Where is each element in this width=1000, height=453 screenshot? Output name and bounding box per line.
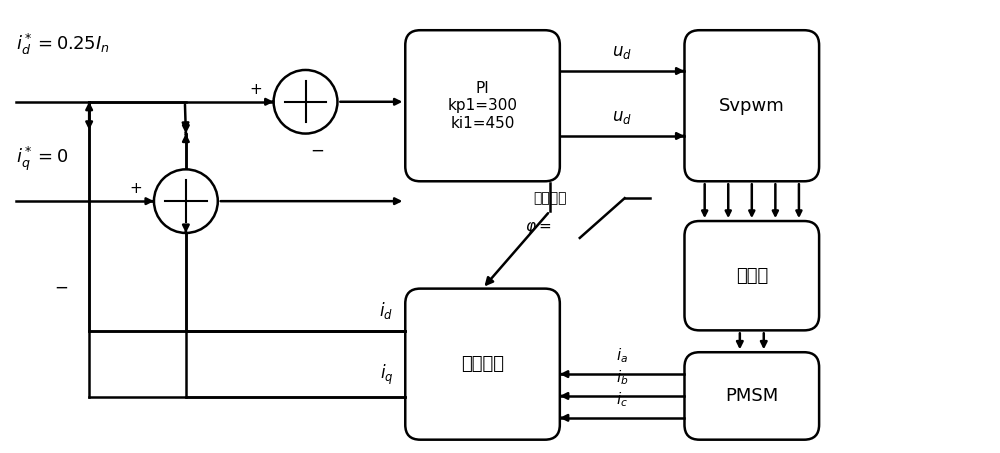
Text: $u_d$: $u_d$ <box>612 108 632 126</box>
Circle shape <box>154 169 218 233</box>
Text: 坐标变换: 坐标变换 <box>461 355 504 373</box>
Text: $i_b$: $i_b$ <box>616 368 628 387</box>
Text: $i_d$: $i_d$ <box>379 300 393 321</box>
Text: $i_c$: $i_c$ <box>616 390 628 409</box>
Text: $i^*_q=0$: $i^*_q=0$ <box>16 144 69 173</box>
Text: 斜坡给定: 斜坡给定 <box>533 191 567 205</box>
Text: PI
kp1=300
ki1=450: PI kp1=300 ki1=450 <box>448 81 518 130</box>
Text: $i_q$: $i_q$ <box>380 363 393 387</box>
Text: +: + <box>129 181 142 196</box>
Text: $i_a$: $i_a$ <box>616 347 628 365</box>
Text: 逆变器: 逆变器 <box>736 267 768 284</box>
Text: $i^*_d=0.25I_n$: $i^*_d=0.25I_n$ <box>16 32 110 57</box>
FancyBboxPatch shape <box>684 352 819 440</box>
Text: +: + <box>249 82 262 97</box>
Text: $u_d$: $u_d$ <box>612 43 632 61</box>
FancyBboxPatch shape <box>405 30 560 181</box>
FancyBboxPatch shape <box>684 30 819 181</box>
Circle shape <box>274 70 337 134</box>
Text: Svpwm: Svpwm <box>719 97 785 115</box>
Text: PMSM: PMSM <box>725 387 778 405</box>
Text: −: − <box>311 141 324 159</box>
FancyBboxPatch shape <box>684 221 819 330</box>
Text: −: − <box>54 279 68 297</box>
Text: $\varphi=$: $\varphi=$ <box>525 220 551 236</box>
FancyBboxPatch shape <box>405 289 560 440</box>
